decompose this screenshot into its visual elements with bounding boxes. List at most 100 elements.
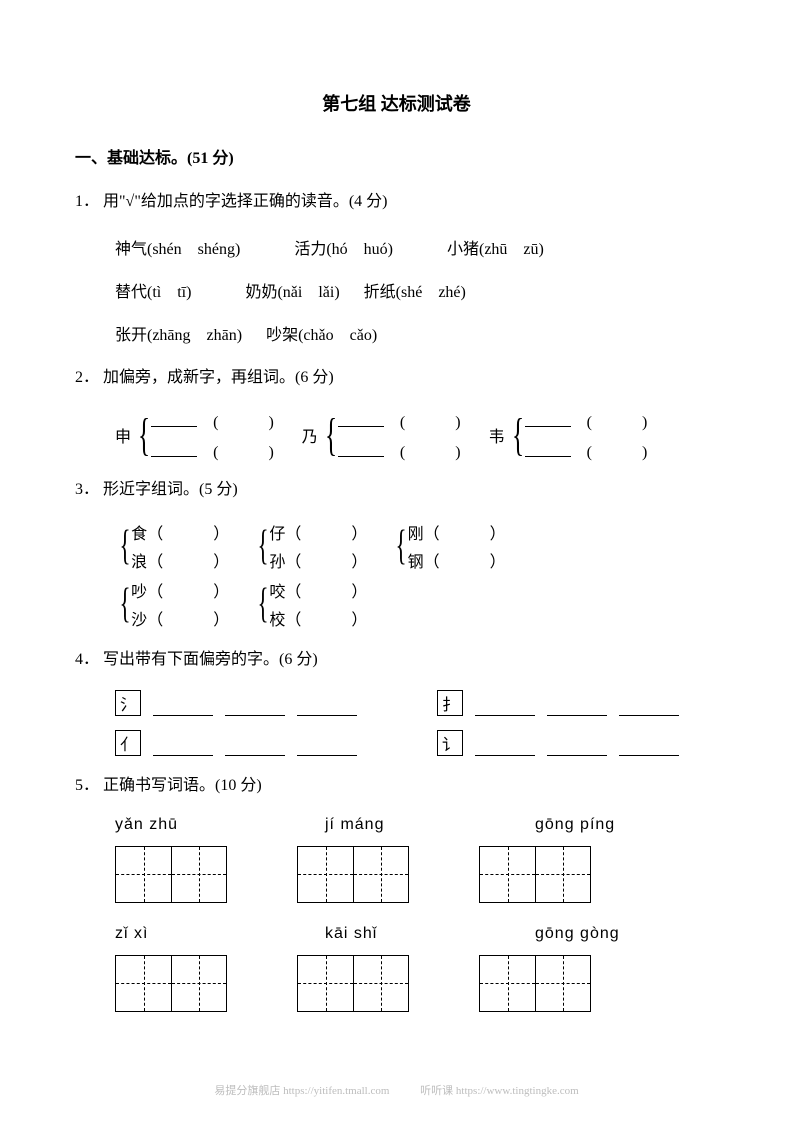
q2-char: 乃: [302, 423, 318, 447]
question-4: 4．写出带有下面偏旁的字。(6 分): [75, 644, 718, 676]
blank-line[interactable]: [547, 740, 607, 756]
q3-char: 沙: [131, 612, 147, 629]
question-5: 5．正确书写词语。(10 分): [75, 770, 718, 802]
blank-line[interactable]: [338, 441, 384, 457]
q3-char: 食: [131, 526, 147, 543]
brace-icon: {: [258, 525, 269, 567]
radical-box: 扌: [437, 690, 463, 716]
q3-char: 刚: [408, 526, 424, 543]
section-heading: 一、基础达标。(51 分): [75, 144, 718, 168]
write-box[interactable]: [115, 955, 227, 1012]
q3-char: 孙: [269, 554, 285, 571]
q5-text: 正确书写词语。(10 分): [103, 777, 262, 794]
write-box[interactable]: [479, 846, 591, 903]
q1-word: 活力(hó huó): [294, 241, 393, 258]
q4-row1: 氵 扌: [75, 690, 718, 716]
brace-icon: {: [258, 583, 269, 625]
q3-group: { 仔（） 孙（）: [253, 520, 367, 572]
q4-number: 4．: [75, 644, 103, 676]
q1-word: 小猪(zhū zū): [447, 241, 544, 258]
q4-group: 氵: [115, 690, 357, 716]
brace-icon: {: [512, 412, 524, 458]
page-footer: 易提分旗舰店 https://yitifen.tmall.com 听听课 htt…: [0, 1082, 793, 1098]
blank-line[interactable]: [525, 441, 571, 457]
q3-group: { 刚（） 钢（）: [391, 520, 505, 572]
blank-line[interactable]: [525, 411, 571, 427]
q4-row2: 亻 讠: [75, 730, 718, 756]
blank-line[interactable]: [297, 700, 357, 716]
q2-blanks: () (): [525, 408, 648, 462]
blank-line[interactable]: [619, 700, 679, 716]
q2-group: 乃 { () (): [302, 408, 461, 462]
blank-line[interactable]: [151, 411, 197, 427]
q3-text: 形近字组词。(5 分): [103, 481, 238, 498]
q4-group: 讠: [437, 730, 679, 756]
blank-line[interactable]: [151, 441, 197, 457]
q4-group: 亻: [115, 730, 357, 756]
blank-line[interactable]: [153, 740, 213, 756]
q2-group: 韦 { () (): [489, 408, 648, 462]
radical-box: 亻: [115, 730, 141, 756]
footer-left: 易提分旗舰店 https://yitifen.tmall.com: [214, 1085, 389, 1097]
blank-line[interactable]: [153, 700, 213, 716]
pinyin-word: zǐ xì: [115, 925, 245, 943]
pinyin-word: gōng píng: [535, 816, 665, 834]
q1-number: 1．: [75, 186, 103, 218]
q1-word: 吵架(chǎo cǎo): [266, 327, 377, 344]
q1-word: 折纸(shé zhé): [364, 284, 466, 301]
q5-pinyin-row2: zǐ xì kāi shǐ gōng gòng: [115, 925, 718, 943]
write-box[interactable]: [479, 955, 591, 1012]
blank-line[interactable]: [475, 740, 535, 756]
q5-pinyin-row1: yǎn zhū jí máng gōng píng: [115, 816, 718, 834]
pinyin-word: jí máng: [325, 816, 455, 834]
q3-number: 3．: [75, 474, 103, 506]
q3-char: 咬: [269, 584, 285, 601]
brace-icon: {: [120, 525, 131, 567]
write-box[interactable]: [297, 846, 409, 903]
q1-line3: 张开(zhāng zhān) 吵架(chǎo cǎo): [75, 318, 718, 353]
q3-char: 吵: [131, 584, 147, 601]
q1-line2: 替代(tì tī) 奶奶(nǎi lǎi) 折纸(shé zhé): [75, 275, 718, 310]
pinyin-word: kāi shǐ: [325, 925, 455, 943]
blank-line[interactable]: [475, 700, 535, 716]
page-title: 第七组 达标测试卷: [75, 90, 718, 116]
footer-right: 听听课 https://www.tingtingke.com: [420, 1085, 578, 1097]
blank-line[interactable]: [225, 700, 285, 716]
q3-group: { 吵（） 沙（）: [115, 578, 229, 630]
q2-row: 申 { () () 乃 { () () 韦 { () (): [75, 408, 718, 462]
q4-text: 写出带有下面偏旁的字。(6 分): [103, 651, 318, 668]
q1-word: 奶奶(nǎi lǎi): [245, 284, 339, 301]
brace-icon: {: [138, 412, 150, 458]
blank-line[interactable]: [547, 700, 607, 716]
q2-char: 韦: [489, 423, 505, 447]
q5-box-row1: [115, 846, 718, 903]
q3-group: { 食（） 浪（）: [115, 520, 229, 572]
q2-group: 申 { () (): [115, 408, 274, 462]
blank-line[interactable]: [297, 740, 357, 756]
q3-char: 钢: [408, 554, 424, 571]
q3-char: 浪: [131, 554, 147, 571]
radical-box: 氵: [115, 690, 141, 716]
q3-char: 仔: [269, 526, 285, 543]
q3-char: 校: [269, 612, 285, 629]
q1-line1: 神气(shén shéng) 活力(hó huó) 小猪(zhū zū): [75, 232, 718, 267]
question-2: 2．加偏旁，成新字，再组词。(6 分): [75, 362, 718, 394]
brace-icon: {: [325, 412, 337, 458]
q4-group: 扌: [437, 690, 679, 716]
write-box[interactable]: [297, 955, 409, 1012]
q5-block: yǎn zhū jí máng gōng píng zǐ xì kāi shǐ …: [75, 816, 718, 1012]
question-3: 3．形近字组词。(5 分): [75, 474, 718, 506]
blank-line[interactable]: [225, 740, 285, 756]
q3-row1: { 食（） 浪（） { 仔（） 孙（） { 刚（） 钢（）: [75, 520, 718, 572]
q1-word: 替代(tì tī): [115, 284, 191, 301]
q2-blanks: () (): [151, 408, 274, 462]
q3-row2: { 吵（） 沙（） { 咬（） 校（）: [75, 578, 718, 630]
radical-box: 讠: [437, 730, 463, 756]
write-box[interactable]: [115, 846, 227, 903]
blank-line[interactable]: [338, 411, 384, 427]
q1-word: 神气(shén shéng): [115, 241, 240, 258]
q1-word: 张开(zhāng zhān): [115, 327, 242, 344]
blank-line[interactable]: [619, 740, 679, 756]
pinyin-word: gōng gòng: [535, 925, 665, 943]
brace-icon: {: [396, 525, 407, 567]
